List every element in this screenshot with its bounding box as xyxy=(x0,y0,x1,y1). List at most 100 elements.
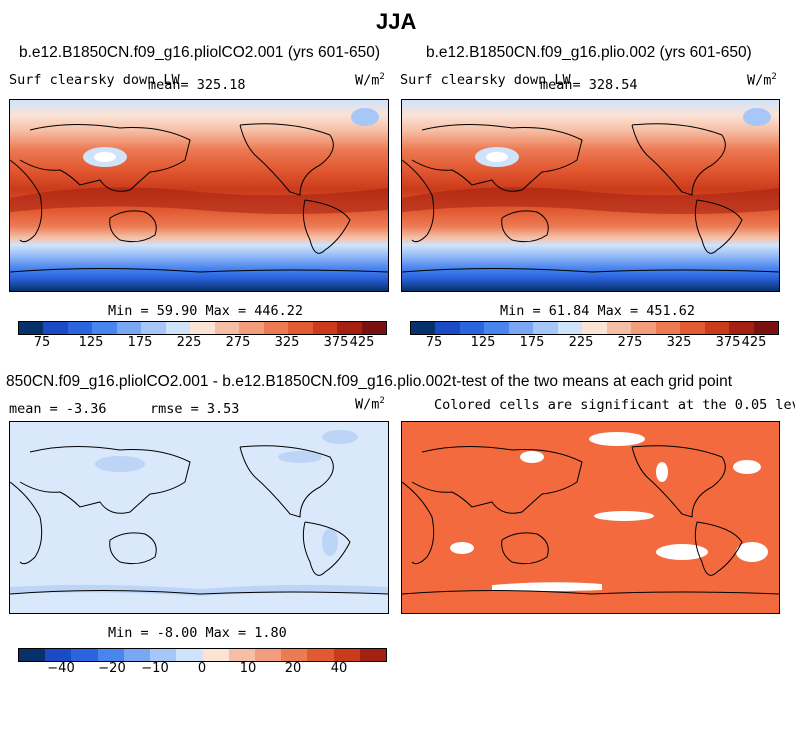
panel4-coast-samerica xyxy=(694,521,743,576)
panel3-cbar-bin xyxy=(228,649,255,661)
panel1-cbar-bin xyxy=(165,322,191,334)
panel2-units: W/m2 xyxy=(747,72,777,89)
panel1-cbar-tick: 125 xyxy=(78,335,104,350)
panel1-cbar-bin xyxy=(43,322,68,334)
panel3-mean-label: mean = -3.36 xyxy=(9,401,107,417)
panel1-cbar-bin xyxy=(263,322,289,334)
panel2-cbar-bin xyxy=(704,322,730,334)
panel1-cbar-tick: 75 xyxy=(33,335,51,350)
panel3-cbar-tick: 10 xyxy=(239,661,257,676)
panel2-cbar-tick: 375 xyxy=(715,335,741,350)
panel2-cbar-bin xyxy=(753,322,779,334)
panel4-coast-africa xyxy=(402,481,435,565)
panel2-cbar-tick: 225 xyxy=(568,335,594,350)
panel4-map xyxy=(401,421,780,614)
panel3-cbar-bin xyxy=(176,649,203,661)
panel2-greenland xyxy=(743,108,771,126)
panel1-mean-label: mean= 325.18 xyxy=(148,77,246,93)
panel2-colorbar xyxy=(410,321,779,335)
panel3-coast-namerica xyxy=(239,445,334,518)
panel1-coast-australia xyxy=(109,210,157,243)
panel4-nonsig-cell xyxy=(656,544,708,560)
panel1-title: b.e12.B1850CN.f09_g16.pliolCO2.001 (yrs … xyxy=(19,44,381,61)
panel2-cbar-bin xyxy=(606,322,632,334)
panel4-coast-eurasia xyxy=(411,445,583,514)
panel2-cbar-bin xyxy=(508,322,534,334)
panel1-cbar-bin xyxy=(312,322,338,334)
panel3-map xyxy=(9,421,389,614)
panel1-coast-namerica xyxy=(239,123,334,196)
panel1-cbar-bin xyxy=(337,322,362,334)
panel4-nonsig-cell xyxy=(733,460,761,474)
panel1-cbar-bin xyxy=(141,322,166,334)
panel1-cbar-tick: 225 xyxy=(176,335,202,350)
panel3-neg-patch xyxy=(322,528,338,556)
panel3-coast-africa xyxy=(10,481,43,565)
panel2-title: b.e12.B1850CN.f09_g16.plio.002 (yrs 601-… xyxy=(426,44,752,61)
panel3-cbar-bin xyxy=(281,649,308,661)
panel3-neg-patch xyxy=(278,451,322,463)
panel4-coast-antarctica xyxy=(402,590,779,595)
panel1-cbar-bin xyxy=(190,322,215,334)
panel1-variable-label: Surf clearsky down LW xyxy=(9,72,180,88)
panel4-nonsig-band xyxy=(492,582,602,591)
panel2-cbar-tick: 325 xyxy=(666,335,692,350)
panel3-cbar-bin xyxy=(19,649,46,661)
panel3-cbar-bin xyxy=(307,649,334,661)
panel2-cbar-tick: 75 xyxy=(425,335,443,350)
panel2-cbar-bin xyxy=(655,322,681,334)
panel3-stats: Min = -8.00 Max = 1.80 xyxy=(108,625,287,641)
panel2-mean-label: mean= 328.54 xyxy=(540,77,638,93)
panel2-coast-samerica xyxy=(694,199,743,254)
panel3-colorbar xyxy=(18,648,387,662)
panel1-cbar-bin xyxy=(19,322,44,334)
panel3-rmse-label: rmse = 3.53 xyxy=(150,401,240,417)
panel1-high-warm-band xyxy=(10,187,388,214)
panel3-coast-eurasia xyxy=(19,445,191,514)
panel1-cbar-tick: 325 xyxy=(274,335,300,350)
panel3-coast-australia xyxy=(109,532,157,565)
panel3-cbar-bin xyxy=(150,649,177,661)
panel4-nonsig-cell xyxy=(736,542,768,562)
panel1-cbar-bin xyxy=(214,322,240,334)
panel2-cbar-bin xyxy=(533,322,558,334)
panel4-field xyxy=(402,422,779,613)
panel3-cbar-bin xyxy=(333,649,360,661)
panel3-cbar-tick: 0 xyxy=(197,661,207,676)
panel1-cbar-bin xyxy=(67,322,93,334)
panel1-cbar-bin xyxy=(361,322,387,334)
panel4-title: t-test of the two means at each grid poi… xyxy=(452,373,733,390)
panel2-stats: Min = 61.84 Max = 451.62 xyxy=(500,303,696,319)
panel1-cbar-bin xyxy=(92,322,117,334)
figure-title: JJA xyxy=(376,9,417,34)
panel3-cbar-tick: 20 xyxy=(284,661,302,676)
panel2-cbar-tick: 125 xyxy=(470,335,496,350)
panel3-neg-patch xyxy=(322,430,358,444)
panel1-cbar-bin xyxy=(288,322,313,334)
panel2-cbar-bin xyxy=(729,322,754,334)
panel2-cbar-bin xyxy=(680,322,705,334)
panel1-greenland xyxy=(351,108,379,126)
panel1-coast-africa xyxy=(10,159,43,243)
panel1-units: W/m2 xyxy=(355,72,385,89)
panel3-units: W/m2 xyxy=(355,396,385,413)
panel3-cbar-bin xyxy=(97,649,124,661)
panel3-cbar-bin xyxy=(45,649,72,661)
panel4-coast-australia xyxy=(501,532,549,565)
panel3-cbar-tick: 40 xyxy=(330,661,348,676)
panel4-subtitle: Colored cells are significant at the 0.0… xyxy=(434,397,795,413)
panel2-map xyxy=(401,99,780,292)
panel2-cbar-bin xyxy=(557,322,583,334)
panel4-nonsig-cell xyxy=(520,451,544,463)
panel2-coast-eurasia xyxy=(411,123,583,192)
panel3-cbar-bin xyxy=(359,649,387,661)
panel4-nonsig-cell xyxy=(450,542,474,554)
panel3-cbar-bin xyxy=(123,649,151,661)
panel2-coast-antarctica xyxy=(402,268,779,273)
panel3-neg-patch xyxy=(95,456,145,472)
panel1-cbar-tick: 375 xyxy=(323,335,349,350)
panel2-cbar-tick: 425 xyxy=(741,335,767,350)
panel3-cbar-bin xyxy=(71,649,98,661)
panel2-cbar-tick: 175 xyxy=(519,335,545,350)
panel2-coast-australia xyxy=(501,210,549,243)
